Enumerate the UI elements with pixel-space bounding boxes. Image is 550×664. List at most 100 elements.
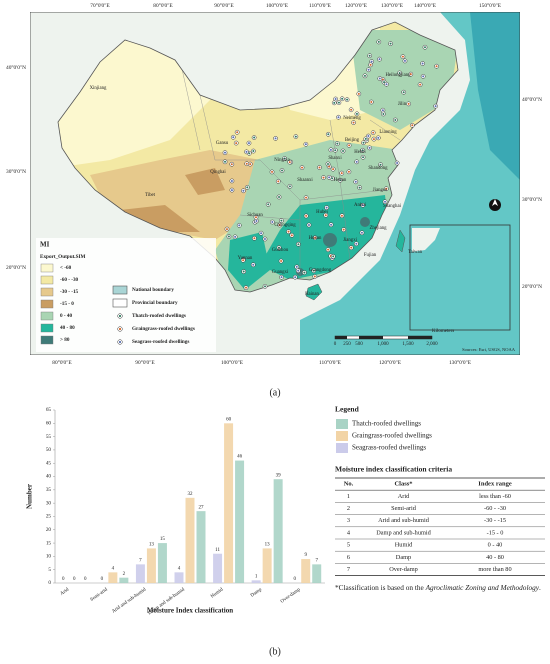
dwelling-symbol xyxy=(369,63,372,66)
dwelling-symbol xyxy=(403,59,406,62)
dwelling-symbol xyxy=(337,116,340,119)
table-cell: -30 - -15 xyxy=(484,517,506,524)
dwelling-symbol xyxy=(424,46,427,49)
dwelling-symbol xyxy=(347,170,350,173)
place-label: Jiangsu xyxy=(373,188,388,193)
place-label: Shaanxi xyxy=(297,178,313,183)
table-cell: 1 xyxy=(347,493,350,500)
map-credit: Sources: Esri, USGS, NOAA xyxy=(462,347,516,353)
longitude-label: 130°0'0"E xyxy=(381,2,404,9)
longitude-label: 70°0'0"E xyxy=(90,2,110,9)
dwelling-symbol xyxy=(361,149,364,152)
place-label: Shanxi xyxy=(328,156,342,161)
latitude-label: 20°0'0"N xyxy=(522,283,542,290)
longitude-label: 140°0'0"E xyxy=(414,2,437,9)
dwelling-symbol xyxy=(336,142,339,145)
table-cell: 5 xyxy=(347,542,350,549)
legend-swatch xyxy=(40,323,54,333)
dwelling-symbol xyxy=(355,242,358,245)
dwelling-symbol xyxy=(295,265,298,268)
place-label: Taiwan xyxy=(408,250,423,255)
provincial-boundary xyxy=(299,189,386,201)
dwelling-symbol xyxy=(230,179,233,182)
latitude-label: 40°0'0"N xyxy=(6,64,26,71)
bar xyxy=(262,548,272,583)
bar xyxy=(312,564,322,583)
dwelling-symbol xyxy=(288,161,291,164)
table-cell: 0 - 40 xyxy=(488,542,503,549)
legend-label: 0 - 40 xyxy=(60,313,73,319)
legend-label: 40 - 80 xyxy=(60,325,75,331)
footnote-italic: Agroclimatic Zoning and Methodology xyxy=(425,582,540,592)
dwelling-symbol xyxy=(294,276,297,279)
x-tick-label: Humid xyxy=(210,587,225,599)
dwelling-symbol xyxy=(363,74,366,77)
y-tick-label: 15 xyxy=(46,540,52,546)
dwelling-symbol xyxy=(304,143,307,146)
latitude-label: 30°0'0"N xyxy=(6,168,26,175)
dwelling-symbol xyxy=(337,101,340,104)
scale-bar xyxy=(335,336,347,339)
dwelling-symbol xyxy=(327,248,330,251)
dwelling-symbol xyxy=(377,136,380,139)
dwelling-symbol xyxy=(248,152,251,155)
bar xyxy=(251,580,261,583)
dwelling-symbol xyxy=(333,101,336,104)
dwelling-symbol xyxy=(327,133,330,136)
dwelling-symbol xyxy=(378,77,381,80)
dwelling-symbol xyxy=(274,137,277,140)
dwelling-symbol xyxy=(398,71,401,74)
dwelling-symbol xyxy=(224,151,227,154)
legend-swatch xyxy=(40,311,54,321)
dwelling-symbol xyxy=(294,135,297,138)
dwelling-symbol xyxy=(312,269,315,272)
table-cell: -15 - 0 xyxy=(487,529,504,536)
dwelling-symbol xyxy=(245,162,248,165)
place-label: Henan xyxy=(334,178,347,183)
legend-symbol xyxy=(118,327,122,331)
dwelling-symbol xyxy=(381,109,384,112)
x-tick-label: Damp xyxy=(250,587,263,598)
table-cell: Over-damp xyxy=(389,566,418,573)
dwelling-symbol xyxy=(358,186,361,189)
legend-label: -30 - -15 xyxy=(60,289,79,295)
map-frame xyxy=(30,12,520,355)
dwelling-symbol xyxy=(434,105,437,108)
dwelling-points xyxy=(222,39,439,290)
dwelling-symbol xyxy=(283,157,286,160)
dwelling-symbol xyxy=(331,177,334,180)
place-label: Tibet xyxy=(145,193,156,198)
value-label: 1 xyxy=(255,574,258,579)
dwelling-symbol xyxy=(305,196,308,199)
place-label: Shanghai xyxy=(383,204,402,209)
place-label: Qinghai xyxy=(210,170,226,175)
dwelling-symbol xyxy=(384,200,387,203)
scale-bar xyxy=(408,336,432,339)
legend-label: Thatch-roofed dwellings xyxy=(352,420,421,428)
scale-unit: Kilometers xyxy=(432,329,454,334)
dwelling-symbol xyxy=(252,150,255,153)
dwelling-symbol xyxy=(287,230,290,233)
dwelling-symbol xyxy=(277,180,280,183)
legend-swatch xyxy=(336,443,348,453)
y-tick-label: 0 xyxy=(48,580,51,586)
dwelling-symbol xyxy=(242,270,245,273)
footnote-text: . xyxy=(539,582,541,592)
y-tick-label: 25 xyxy=(46,514,52,520)
dwelling-symbol xyxy=(253,237,256,240)
value-label: 9 xyxy=(304,553,307,558)
y-tick-label: 10 xyxy=(46,554,52,560)
legend-swatch xyxy=(112,285,128,295)
scale-label: 1,000 xyxy=(377,342,389,347)
dwelling-symbol xyxy=(340,214,343,217)
dwelling-symbol xyxy=(394,118,397,121)
dwelling-symbol xyxy=(254,216,257,219)
dwelling-symbol xyxy=(401,55,404,58)
y-tick-label: 40 xyxy=(46,474,52,480)
place-label: Ningxia xyxy=(274,158,290,163)
panel-label: (a) xyxy=(269,387,280,398)
table-cell: Arid and sub-humid xyxy=(378,517,430,524)
dwelling-symbol xyxy=(280,276,283,279)
footnote-text: *Classification is based on the xyxy=(335,582,426,592)
value-label: 0 xyxy=(62,577,65,582)
